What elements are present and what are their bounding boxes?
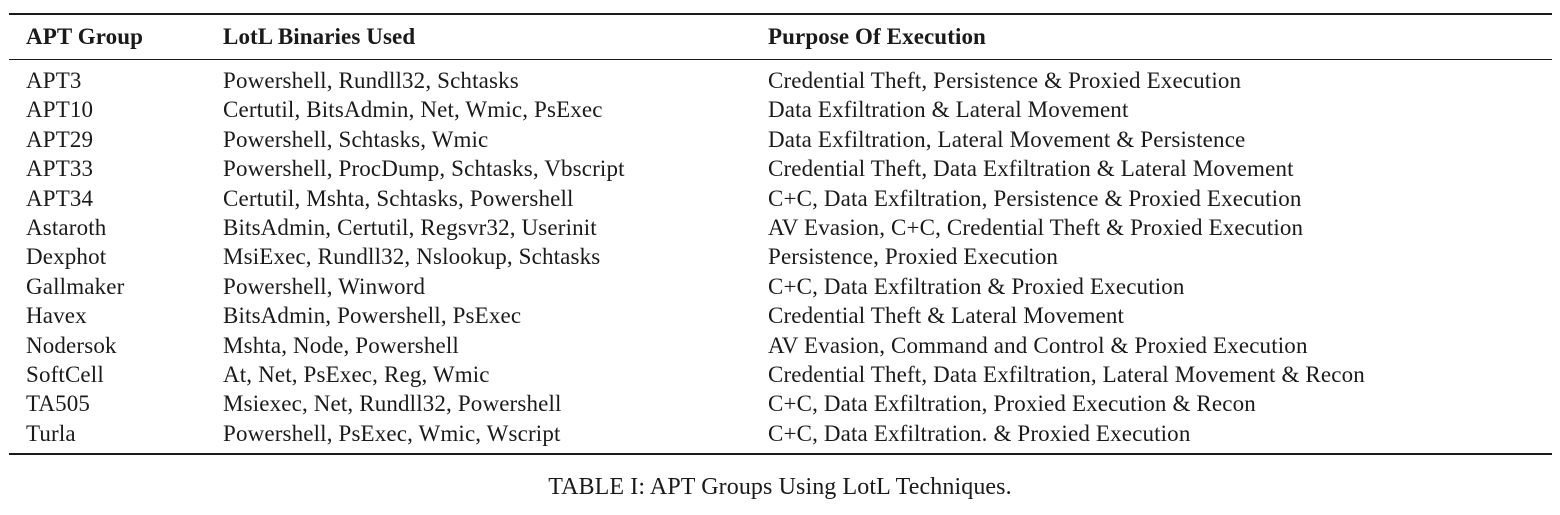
purpose-cell: AV Evasion, Command and Control & Proxie…: [768, 332, 1308, 358]
header-lotl-binaries: LotL Binaries Used: [223, 24, 416, 49]
purpose-cell: Data Exfiltration & Lateral Movement: [768, 97, 1129, 123]
lotl-binaries-cell: Powershell, ProcDump, Schtasks, Vbscript: [223, 156, 625, 182]
table-row: Gallmaker Powershell, Winword C+C, Data Ex…: [9, 272, 1552, 301]
lotl-binaries-cell: At, Net, PsExec, Reg, Wmic: [223, 362, 490, 388]
table-row: TA505 Msiexec, Net, Rundll32, Powershell C…: [9, 389, 1552, 418]
table-row: APT3 Powershell, Rundll32, Schtasks Creden…: [9, 60, 1552, 95]
header-purpose: Purpose Of Execution: [768, 24, 986, 49]
table-caption: TABLE I: APT Groups Using LotL Technique…: [548, 474, 1012, 500]
purpose-cell: Credential Theft, Data Exfiltration & La…: [768, 156, 1294, 182]
apt-group-cell: Gallmaker: [26, 273, 125, 299]
apt-group-cell: APT3: [26, 68, 82, 93]
table-row: Dexphot MsiExec, Rundll32, Nslookup, Scht…: [9, 242, 1552, 271]
table-row: SoftCell At, Net, PsExec, Reg, Wmic Creden…: [9, 360, 1552, 389]
lotl-binaries-cell: BitsAdmin, Powershell, PsExec: [223, 303, 522, 329]
table-header-row: APT Group LotL Binaries Used Purpose Of …: [9, 15, 1552, 59]
table-bottom-rule: [9, 453, 1552, 456]
apt-group-cell: Turla: [26, 420, 76, 446]
purpose-cell: Persistence, Proxied Execution: [768, 244, 1059, 270]
purpose-cell: Data Exfiltration, Lateral Movement & Pe…: [768, 126, 1246, 152]
purpose-cell: C+C, Data Exfiltration, Persistence & Pr…: [768, 185, 1302, 211]
purpose-cell: C+C, Data Exfiltration. & Proxied Execut…: [768, 420, 1191, 446]
header-apt-group: APT Group: [26, 24, 144, 49]
apt-group-cell: Astaroth: [26, 215, 107, 241]
lotl-binaries-cell: Powershell, PsExec, Wmic, Wscript: [223, 420, 561, 446]
apt-group-cell: TA505: [26, 391, 91, 417]
purpose-cell: AV Evasion, C+C, Credential Theft & Prox…: [768, 215, 1304, 241]
apt-group-cell: SoftCell: [26, 362, 104, 388]
table-row: APT10 Certutil, BitsAdmin, Net, Wmic, PsE…: [9, 95, 1552, 124]
lotl-binaries-cell: MsiExec, Rundll32, Nslookup, Schtasks: [223, 244, 601, 270]
apt-group-cell: Dexphot: [26, 244, 107, 270]
apt-group-cell: APT33: [26, 156, 94, 182]
lotl-binaries-cell: Certutil, BitsAdmin, Net, Wmic, PsExec: [223, 97, 603, 123]
table-row: APT33 Powershell, ProcDump, Schtasks, Vbs…: [9, 154, 1552, 183]
lotl-binaries-cell: Powershell, Winword: [223, 273, 426, 299]
apt-group-cell: APT10: [26, 97, 94, 123]
lotl-binaries-cell: BitsAdmin, Certutil, Regsvr32, Userinit: [223, 215, 597, 241]
apt-group-cell: Nodersok: [26, 332, 117, 358]
lotl-binaries-cell: Powershell, Schtasks, Wmic: [223, 126, 489, 152]
apt-lotl-table: APT Group LotL Binaries Used Purpose Of …: [9, 15, 1552, 59]
lotl-binaries-cell: Powershell, Rundll32, Schtasks: [223, 68, 519, 93]
apt-group-cell: Havex: [26, 303, 87, 329]
purpose-cell: C+C, Data Exfiltration, Proxied Executio…: [768, 391, 1256, 417]
purpose-cell: Credential Theft, Data Exfiltration, Lat…: [768, 362, 1365, 388]
table-header-rule: [9, 59, 1552, 60]
purpose-cell: C+C, Data Exfiltration & Proxied Executi…: [768, 273, 1185, 299]
lotl-binaries-cell: Certutil, Mshta, Schtasks, Powershell: [223, 185, 574, 211]
purpose-cell: Credential Theft & Lateral Movement: [768, 303, 1125, 329]
table-row: Havex BitsAdmin, Powershell, PsExec Creden…: [9, 301, 1552, 330]
table-top-rule: [9, 13, 1552, 15]
table-row: APT29 Powershell, Schtasks, Wmic Data Exfi…: [9, 125, 1552, 154]
table-row: Turla Powershell, PsExec, Wmic, Wscript C+…: [9, 419, 1552, 453]
apt-lotl-table-body: APT3 Powershell, Rundll32, Schtasks Creden…: [9, 60, 1552, 453]
apt-group-cell: APT34: [26, 185, 94, 211]
purpose-cell: Credential Theft, Persistence & Proxied …: [768, 68, 1242, 93]
lotl-binaries-cell: Msiexec, Net, Rundll32, Powershell: [223, 391, 562, 417]
apt-group-cell: APT29: [26, 126, 94, 152]
lotl-binaries-cell: Mshta, Node, Powershell: [223, 332, 459, 358]
table-row: Astaroth BitsAdmin, Certutil, Regsvr32, U…: [9, 213, 1552, 242]
table-row: Nodersok Mshta, Node, Powershell AV Evasio…: [9, 331, 1552, 360]
table-row: APT34 Certutil, Mshta, Schtasks, Powershe…: [9, 184, 1552, 213]
apt-lotl-table-container: APT Group LotL Binaries Used Purpose Of …: [9, 13, 1552, 456]
